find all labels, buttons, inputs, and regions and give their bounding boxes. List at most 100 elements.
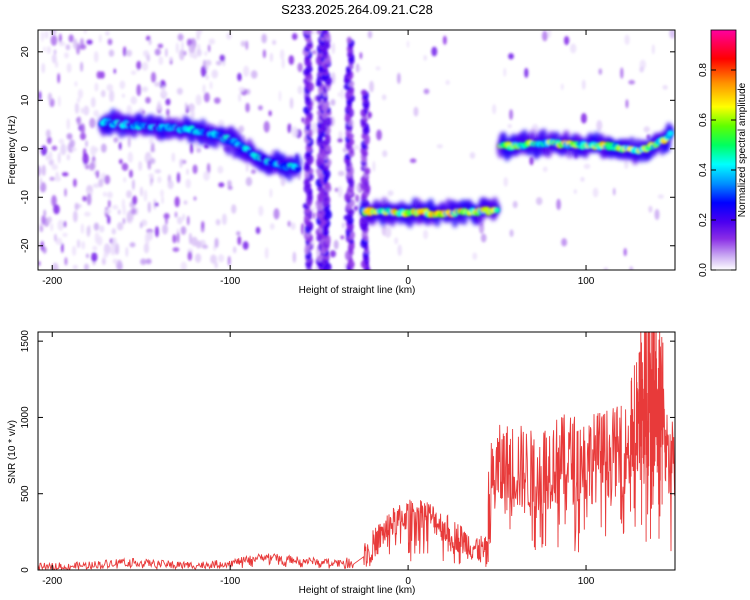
noise-blob — [129, 169, 133, 178]
noise-blob — [340, 88, 344, 100]
noise-blob — [186, 168, 189, 176]
noise-blob — [139, 222, 143, 229]
spectrogram-x-axis: -200 -100 0 100 — [42, 30, 595, 287]
noise-blob — [100, 143, 107, 153]
noise-blob — [592, 187, 599, 198]
noise-blob — [227, 255, 231, 266]
noise-blob — [129, 242, 136, 248]
noise-blob — [104, 174, 111, 185]
noise-blob — [161, 196, 164, 205]
noise-blob — [209, 81, 213, 90]
noise-blob — [118, 159, 123, 165]
noise-blob — [669, 30, 675, 39]
noise-blob — [39, 225, 44, 233]
noise-blob — [71, 147, 77, 152]
streak-blob — [360, 89, 367, 96]
noise-blob — [140, 219, 148, 227]
noise-blob — [263, 120, 270, 133]
noise-blob — [648, 205, 653, 213]
noise-blob — [356, 183, 361, 193]
noise-blob — [41, 215, 46, 225]
noise-blob — [112, 204, 119, 210]
noise-blob — [509, 229, 514, 238]
colorbar-tick-label: 0.4 — [698, 163, 709, 177]
noise-blob — [72, 264, 78, 270]
streak-blob — [304, 30, 312, 36]
noise-blob — [54, 233, 57, 242]
noise-blob — [126, 49, 133, 57]
spectral-ridges — [98, 108, 675, 229]
noise-blob — [442, 35, 447, 45]
noise-blob — [581, 79, 586, 90]
noise-blob — [80, 107, 84, 114]
noise-blob — [189, 143, 194, 154]
noise-blob — [179, 158, 183, 167]
noise-blob — [541, 30, 548, 42]
noise-blob — [172, 234, 177, 244]
snr-series — [38, 332, 675, 570]
noise-blob — [73, 178, 77, 188]
noise-blob — [207, 44, 211, 53]
colorbar-tick-label: 0.0 — [698, 263, 709, 277]
snr-line — [38, 332, 675, 570]
noise-blob — [662, 85, 668, 90]
noise-blob — [300, 223, 305, 235]
noise-blob — [46, 136, 52, 145]
streak-blob — [316, 30, 322, 35]
ridge-core — [98, 118, 301, 172]
noise-blob — [140, 186, 143, 197]
snr-y-axis: 0 500 1000 1500 — [20, 330, 675, 573]
y-tick-label: -20 — [20, 238, 31, 253]
noise-blob — [106, 83, 114, 92]
noise-blob — [217, 119, 225, 127]
colorbar-tick-label: 0.2 — [698, 213, 709, 227]
noise-blob — [76, 239, 81, 249]
noise-blob — [138, 160, 143, 171]
noise-blob — [122, 46, 127, 57]
spectrogram-y-label: Frequency (Hz) — [7, 116, 18, 185]
noise-blob — [238, 86, 245, 92]
noise-blob — [232, 246, 237, 254]
noise-blob — [51, 145, 58, 151]
noise-blob — [167, 180, 174, 190]
noise-blob — [292, 251, 297, 263]
noise-blob — [240, 40, 247, 47]
noise-blob — [508, 53, 514, 60]
noise-blob — [188, 44, 196, 54]
noise-blob — [560, 83, 564, 91]
noise-blob — [269, 223, 275, 230]
noise-blob — [39, 181, 47, 193]
noise-blob — [205, 65, 209, 70]
y-tick-label: 10 — [20, 94, 31, 106]
noise-blob — [245, 163, 249, 173]
noise-blob — [82, 153, 89, 165]
noise-blob — [118, 142, 122, 151]
noise-blob — [337, 170, 345, 177]
noise-blob — [89, 117, 96, 129]
noise-blob — [413, 106, 419, 117]
noise-blob — [146, 230, 153, 241]
noise-blob — [279, 49, 285, 60]
noise-blob — [93, 147, 99, 153]
noise-blob — [245, 176, 253, 187]
noise-blob — [148, 173, 154, 179]
noise-blob — [92, 245, 98, 251]
noise-blob — [245, 102, 250, 113]
noise-blob — [51, 164, 58, 171]
noise-blob — [176, 172, 181, 184]
noise-blob — [246, 88, 251, 95]
x-tick-label: 0 — [405, 576, 411, 587]
noise-blob — [165, 47, 168, 58]
noise-blob — [50, 223, 54, 232]
noise-blob — [91, 252, 98, 262]
noise-blob — [158, 56, 164, 66]
noise-blob — [376, 129, 382, 141]
noise-blob — [79, 44, 87, 50]
noise-blob — [357, 66, 362, 71]
noise-blob — [136, 84, 142, 97]
noise-blob — [190, 109, 195, 121]
noise-blob — [57, 73, 60, 84]
noise-blob — [98, 34, 102, 43]
